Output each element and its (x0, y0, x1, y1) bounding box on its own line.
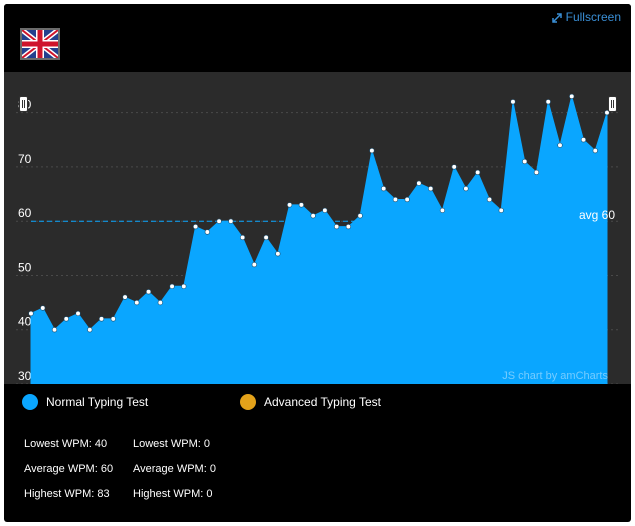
data-point (381, 186, 387, 192)
data-point (451, 164, 457, 170)
y-tick-label: 40 (18, 315, 32, 329)
data-point (275, 251, 281, 257)
scrollbar-left-handle[interactable] (19, 96, 28, 112)
data-point (239, 234, 246, 241)
data-point (298, 202, 304, 208)
data-point (592, 148, 598, 154)
stat-lowest-normal: Lowest WPM: 40 (24, 438, 108, 450)
data-point (416, 180, 422, 186)
data-point (580, 137, 587, 143)
fullscreen-label: Fullscreen (565, 10, 621, 24)
data-point (522, 158, 528, 165)
data-point (557, 142, 563, 148)
data-point (498, 207, 504, 213)
data-point (486, 196, 493, 203)
data-point (87, 327, 93, 333)
scrollbar-right-handle[interactable] (608, 96, 617, 112)
data-point (322, 207, 328, 213)
data-point (263, 234, 269, 241)
data-point (310, 213, 316, 219)
data-point (569, 93, 575, 99)
legend-swatch-normal (22, 394, 38, 410)
data-point (181, 283, 187, 289)
y-tick-label: 70 (18, 152, 32, 166)
data-point (204, 229, 210, 235)
stat-highest-advanced: Highest WPM: 0 (133, 488, 213, 500)
data-point (192, 224, 199, 230)
data-point (75, 310, 81, 317)
data-point (428, 186, 434, 192)
data-point (157, 299, 163, 306)
data-point (122, 294, 128, 300)
y-tick-label: 50 (18, 260, 32, 274)
data-point (216, 218, 222, 224)
data-point (545, 99, 551, 105)
y-tick-label: 60 (18, 206, 32, 220)
series-area-normal (30, 96, 608, 385)
stats-advanced: Lowest WPM: 0 Average WPM: 0 Highest WPM… (133, 432, 216, 507)
data-point (251, 262, 257, 268)
data-point (28, 310, 34, 317)
data-point (369, 148, 375, 154)
data-point (145, 289, 152, 295)
legend-label-normal: Normal Typing Test (46, 395, 149, 409)
stat-lowest-advanced: Lowest WPM: 0 (133, 438, 211, 450)
legend-swatch-advanced (240, 394, 256, 410)
data-point (392, 196, 399, 203)
data-point (334, 224, 340, 230)
data-point (169, 283, 175, 289)
data-point (357, 213, 363, 219)
data-point (228, 218, 234, 224)
expand-icon (551, 12, 562, 23)
data-point (439, 207, 446, 213)
stat-highest-normal: Highest WPM: 83 (24, 488, 110, 500)
data-point (510, 99, 516, 105)
data-point (475, 169, 481, 175)
data-point (51, 327, 58, 333)
fullscreen-button[interactable]: Fullscreen (551, 10, 621, 24)
data-point (404, 196, 410, 203)
y-tick-label: 30 (18, 369, 32, 383)
data-point (63, 316, 69, 322)
uk-flag-icon[interactable] (20, 28, 60, 60)
avg-label: avg 60 (579, 208, 615, 222)
data-point (40, 305, 46, 311)
legend-item-normal[interactable]: Normal Typing Test (22, 394, 148, 410)
data-point (533, 169, 540, 175)
legend-label-advanced: Advanced Typing Test (264, 395, 381, 409)
data-point (287, 202, 293, 208)
data-point (134, 299, 140, 306)
data-point (463, 186, 469, 192)
legend: Normal Typing Test Advanced Typing Test (4, 394, 631, 418)
top-bar: Fullscreen (4, 4, 631, 72)
legend-item-advanced[interactable]: Advanced Typing Test (240, 394, 381, 410)
data-point (98, 316, 105, 322)
data-point (345, 224, 351, 230)
data-point (110, 316, 116, 322)
stats-normal: Lowest WPM: 40 Average WPM: 60 Highest W… (24, 432, 113, 507)
watermark: JS chart by amCharts (502, 370, 608, 382)
stat-average-advanced: Average WPM: 0 (133, 463, 216, 475)
stat-average-normal: Average WPM: 60 (24, 463, 114, 475)
